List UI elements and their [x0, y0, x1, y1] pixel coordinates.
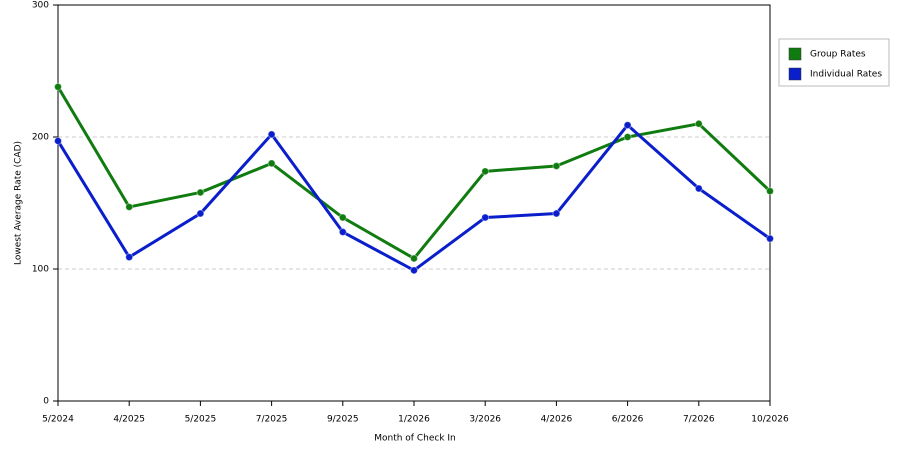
data-point — [552, 162, 561, 171]
data-point — [267, 159, 276, 168]
legend-swatch — [788, 67, 802, 81]
x-tick-label: 9/2025 — [327, 415, 359, 425]
x-tick-label: 5/2025 — [185, 415, 217, 425]
x-tick-label: 4/2026 — [541, 415, 573, 425]
data-point — [54, 82, 62, 91]
x-tick-label: 1/2026 — [398, 415, 430, 425]
data-point — [125, 202, 134, 211]
y-axis-label: Lowest Average Rate (CAD) — [14, 141, 24, 265]
legend-swatch — [788, 47, 802, 61]
series-line — [56, 86, 772, 260]
plot-frame — [57, 4, 771, 402]
x-tick-label: 10/2026 — [751, 415, 789, 425]
data-point — [481, 213, 490, 222]
data-point — [481, 167, 490, 176]
data-point — [267, 130, 276, 139]
data-point — [196, 209, 205, 218]
data-point — [338, 228, 347, 237]
data-point — [694, 184, 703, 193]
data-point — [766, 234, 774, 243]
legend-label: Group Rates — [810, 50, 866, 60]
x-tick-label: 5/2024 — [42, 415, 74, 425]
data-point — [338, 213, 347, 222]
series-line — [56, 123, 771, 272]
data-point — [552, 209, 561, 218]
y-tick-label: 100 — [32, 265, 49, 275]
x-axis-label: Month of Check In — [374, 434, 456, 444]
y-tick-label: 300 — [32, 1, 49, 11]
data-point — [196, 188, 205, 197]
data-point — [54, 136, 62, 145]
data-point — [410, 254, 418, 263]
x-tick-label: 4/2025 — [113, 415, 145, 425]
y-tick-label: 200 — [32, 133, 49, 143]
data-point — [623, 133, 632, 141]
x-tick-label: 7/2026 — [683, 415, 715, 425]
data-point — [766, 187, 774, 196]
y-tick-label: 0 — [43, 397, 49, 407]
data-point — [623, 121, 632, 130]
x-tick-label: 6/2026 — [612, 415, 644, 425]
legend-label: Individual Rates — [810, 70, 882, 80]
data-point — [125, 253, 134, 262]
data-point — [410, 266, 418, 275]
x-tick-label: 7/2025 — [256, 415, 288, 425]
data-point — [694, 119, 703, 128]
x-tick-label: 3/2026 — [469, 415, 501, 425]
